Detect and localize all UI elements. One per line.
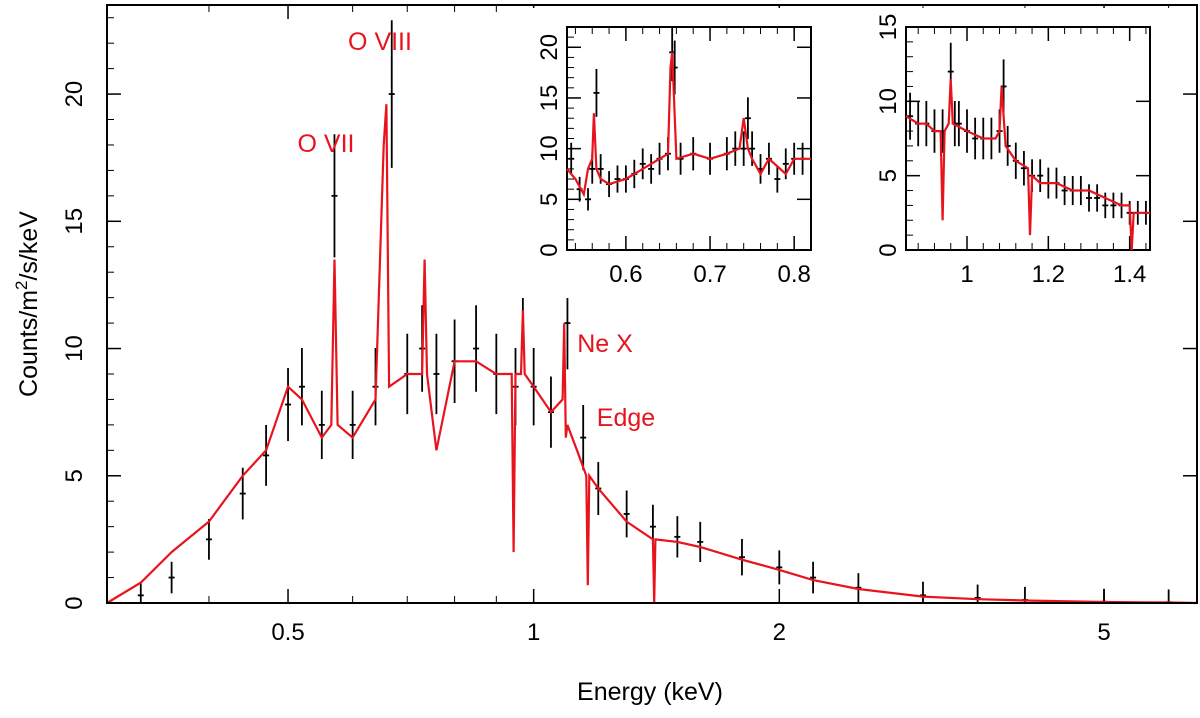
- annotation-edge: Edge: [597, 404, 655, 432]
- inset1-ytick-label: 10: [536, 135, 563, 162]
- inset2-xtick-label: 1: [960, 261, 973, 288]
- inset1-xtick-label: 0.6: [609, 261, 642, 288]
- y-axis-label-part1: Counts/m: [15, 290, 43, 397]
- annotation-ne-x: Ne X: [577, 330, 633, 358]
- inset2-model-line: [905, 78, 1150, 251]
- inset2-xtick-label: 1.2: [1032, 261, 1065, 288]
- main-ytick-label: 10: [61, 335, 88, 362]
- inset1-xtick-label: 0.7: [693, 261, 726, 288]
- y-axis-label-superscript: 2: [12, 281, 31, 290]
- inset1-xtick-label: 0.8: [777, 261, 810, 288]
- main-xtick-label: 0.5: [271, 619, 304, 646]
- inset2-ytick-label: 0: [875, 243, 902, 256]
- annotation-o-vii: O VII: [298, 130, 355, 158]
- y-axis-label: Counts/m2/s/keV: [12, 211, 43, 397]
- inset1-ytick-label: 0: [536, 243, 563, 256]
- main-xtick-label: 5: [1097, 619, 1110, 646]
- inset2-ytick-label: 5: [875, 169, 902, 182]
- main-xtick-label: 2: [773, 619, 786, 646]
- main-ytick-label: 5: [61, 469, 88, 482]
- main-ytick-label: 0: [61, 596, 88, 609]
- x-axis-label: Energy (keV): [577, 678, 723, 706]
- inset-plot-oxygen: 0 5 10 15 20 0.6 0.7 0.8: [536, 26, 812, 288]
- inset1-ytick-label: 15: [536, 85, 563, 112]
- inset2-ytick-label: 10: [875, 88, 902, 115]
- inset1-model-line: [566, 52, 811, 198]
- main-ytick-label: 20: [61, 81, 88, 108]
- inset2-frame: [905, 26, 1151, 251]
- inset2-ytick-label: 15: [875, 14, 902, 41]
- main-model-line: [106, 104, 1198, 605]
- main-ytick-label: 15: [61, 208, 88, 235]
- inset1-ytick-label: 5: [536, 193, 563, 206]
- y-axis-label-part2: /s/keV: [15, 211, 43, 281]
- inset1-ytick-label: 20: [536, 34, 563, 61]
- main-plot-frame: [106, 4, 1198, 604]
- annotation-o-viii: O VIII: [348, 28, 412, 56]
- main-xtick-label: 1: [527, 619, 540, 646]
- inset-plot-neon: 0 5 10 15 1 1.2 1.4: [875, 14, 1151, 288]
- inset2-xtick-label: 1.4: [1113, 261, 1146, 288]
